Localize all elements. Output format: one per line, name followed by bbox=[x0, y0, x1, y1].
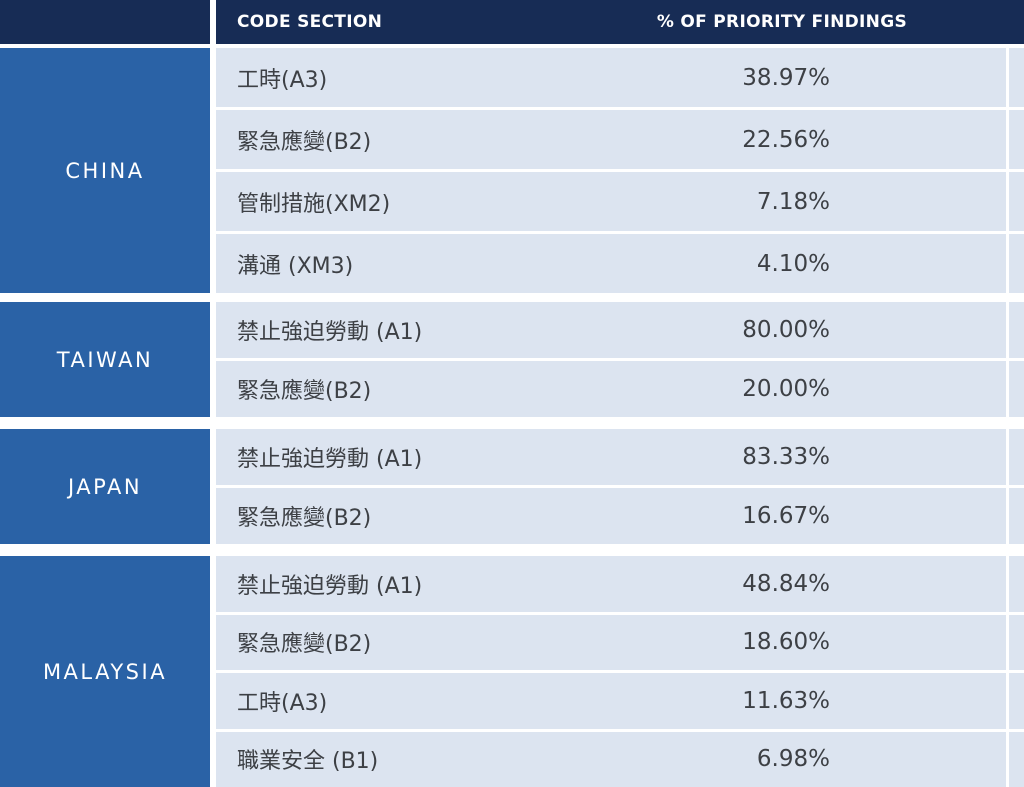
code-section-cell: 管制措施(XM2) bbox=[237, 191, 391, 217]
table-header-row: CODE SECTION % OF PRIORITY FINDINGS bbox=[0, 0, 1024, 44]
priority-findings-percent-cell: 11.63% bbox=[742, 687, 830, 714]
table-row: 工時(A3) 11.63% bbox=[216, 673, 1024, 729]
table-row: 緊急應變(B2) 16.67% bbox=[216, 488, 1024, 544]
code-section-cell: 緊急應變(B2) bbox=[237, 632, 372, 658]
code-section-cell: 工時(A3) bbox=[237, 67, 328, 93]
country-label-japan: JAPAN bbox=[0, 429, 210, 544]
column-header-priority-findings: % OF PRIORITY FINDINGS bbox=[656, 12, 907, 32]
table-row: 管制措施(XM2) 7.18% bbox=[216, 172, 1024, 231]
priority-findings-percent-cell: 6.98% bbox=[756, 746, 830, 773]
code-section-cell: 禁止強迫勞動 (A1) bbox=[237, 573, 423, 599]
priority-findings-percent-cell: 7.18% bbox=[756, 188, 830, 215]
table-row: 禁止強迫勞動 (A1) 48.84% bbox=[216, 556, 1024, 612]
table-row: 禁止強迫勞動 (A1) 83.33% bbox=[216, 429, 1024, 485]
priority-findings-percent-cell: 22.56% bbox=[742, 126, 830, 153]
table-row: 緊急應變(B2) 22.56% bbox=[216, 110, 1024, 169]
country-section-japan: JAPAN 禁止強迫勞動 (A1) 83.33% 緊急應變(B2) 16.67% bbox=[0, 429, 1024, 544]
section-rows: 禁止強迫勞動 (A1) 80.00% 緊急應變(B2) 20.00% bbox=[216, 302, 1024, 417]
country-label-china: CHINA bbox=[0, 48, 210, 293]
code-section-cell: 溝通 (XM3) bbox=[237, 253, 354, 279]
priority-findings-percent-cell: 18.60% bbox=[742, 629, 830, 656]
code-section-cell: 緊急應變(B2) bbox=[237, 129, 372, 155]
section-rows: 禁止強迫勞動 (A1) 83.33% 緊急應變(B2) 16.67% bbox=[216, 429, 1024, 544]
priority-findings-percent-cell: 80.00% bbox=[742, 317, 830, 343]
table-row: 禁止強迫勞動 (A1) 80.00% bbox=[216, 302, 1024, 358]
table-row: 溝通 (XM3) 4.10% bbox=[216, 234, 1024, 293]
table-row: 工時(A3) 38.97% bbox=[216, 48, 1024, 107]
table-row: 緊急應變(B2) 20.00% bbox=[216, 361, 1024, 417]
country-label-malaysia: MALAYSIA bbox=[0, 556, 210, 787]
country-section-malaysia: MALAYSIA 禁止強迫勞動 (A1) 48.84% 緊急應變(B2) 18.60% 工… bbox=[0, 556, 1024, 787]
table-row: 緊急應變(B2) 18.60% bbox=[216, 614, 1024, 670]
table-row: 職業安全 (B1) 6.98% bbox=[216, 731, 1024, 787]
country-label-taiwan: TAIWAN bbox=[0, 302, 210, 417]
priority-findings-percent-cell: 83.33% bbox=[742, 444, 830, 470]
code-section-cell: 禁止強迫勞動 (A1) bbox=[237, 447, 423, 472]
header-corner-block bbox=[0, 0, 210, 44]
header-bar: CODE SECTION % OF PRIORITY FINDINGS bbox=[216, 0, 1024, 44]
country-section-taiwan: TAIWAN 禁止強迫勞動 (A1) 80.00% 緊急應變(B2) 20.00% bbox=[0, 302, 1024, 417]
section-rows: 工時(A3) 38.97% 緊急應變(B2) 22.56% 管制措施(XM2) 7.18%… bbox=[216, 48, 1024, 293]
priority-findings-percent-cell: 38.97% bbox=[742, 64, 830, 91]
priority-findings-percent-cell: 4.10% bbox=[756, 250, 830, 277]
code-section-cell: 工時(A3) bbox=[237, 690, 328, 716]
priority-findings-percent-cell: 48.84% bbox=[742, 570, 830, 597]
priority-findings-percent-cell: 16.67% bbox=[742, 503, 830, 529]
code-section-cell: 緊急應變(B2) bbox=[237, 506, 372, 531]
code-section-cell: 禁止強迫勞動 (A1) bbox=[237, 320, 423, 345]
code-section-cell: 職業安全 (B1) bbox=[237, 749, 379, 775]
section-rows: 禁止強迫勞動 (A1) 48.84% 緊急應變(B2) 18.60% 工時(A3) 11.… bbox=[216, 556, 1024, 787]
column-header-code-section: CODE SECTION bbox=[237, 12, 383, 32]
code-section-cell: 緊急應變(B2) bbox=[237, 379, 372, 404]
country-section-china: CHINA 工時(A3) 38.97% 緊急應變(B2) 22.56% 管制措施(XM2)… bbox=[0, 48, 1024, 293]
priority-findings-percent-cell: 20.00% bbox=[742, 376, 830, 402]
